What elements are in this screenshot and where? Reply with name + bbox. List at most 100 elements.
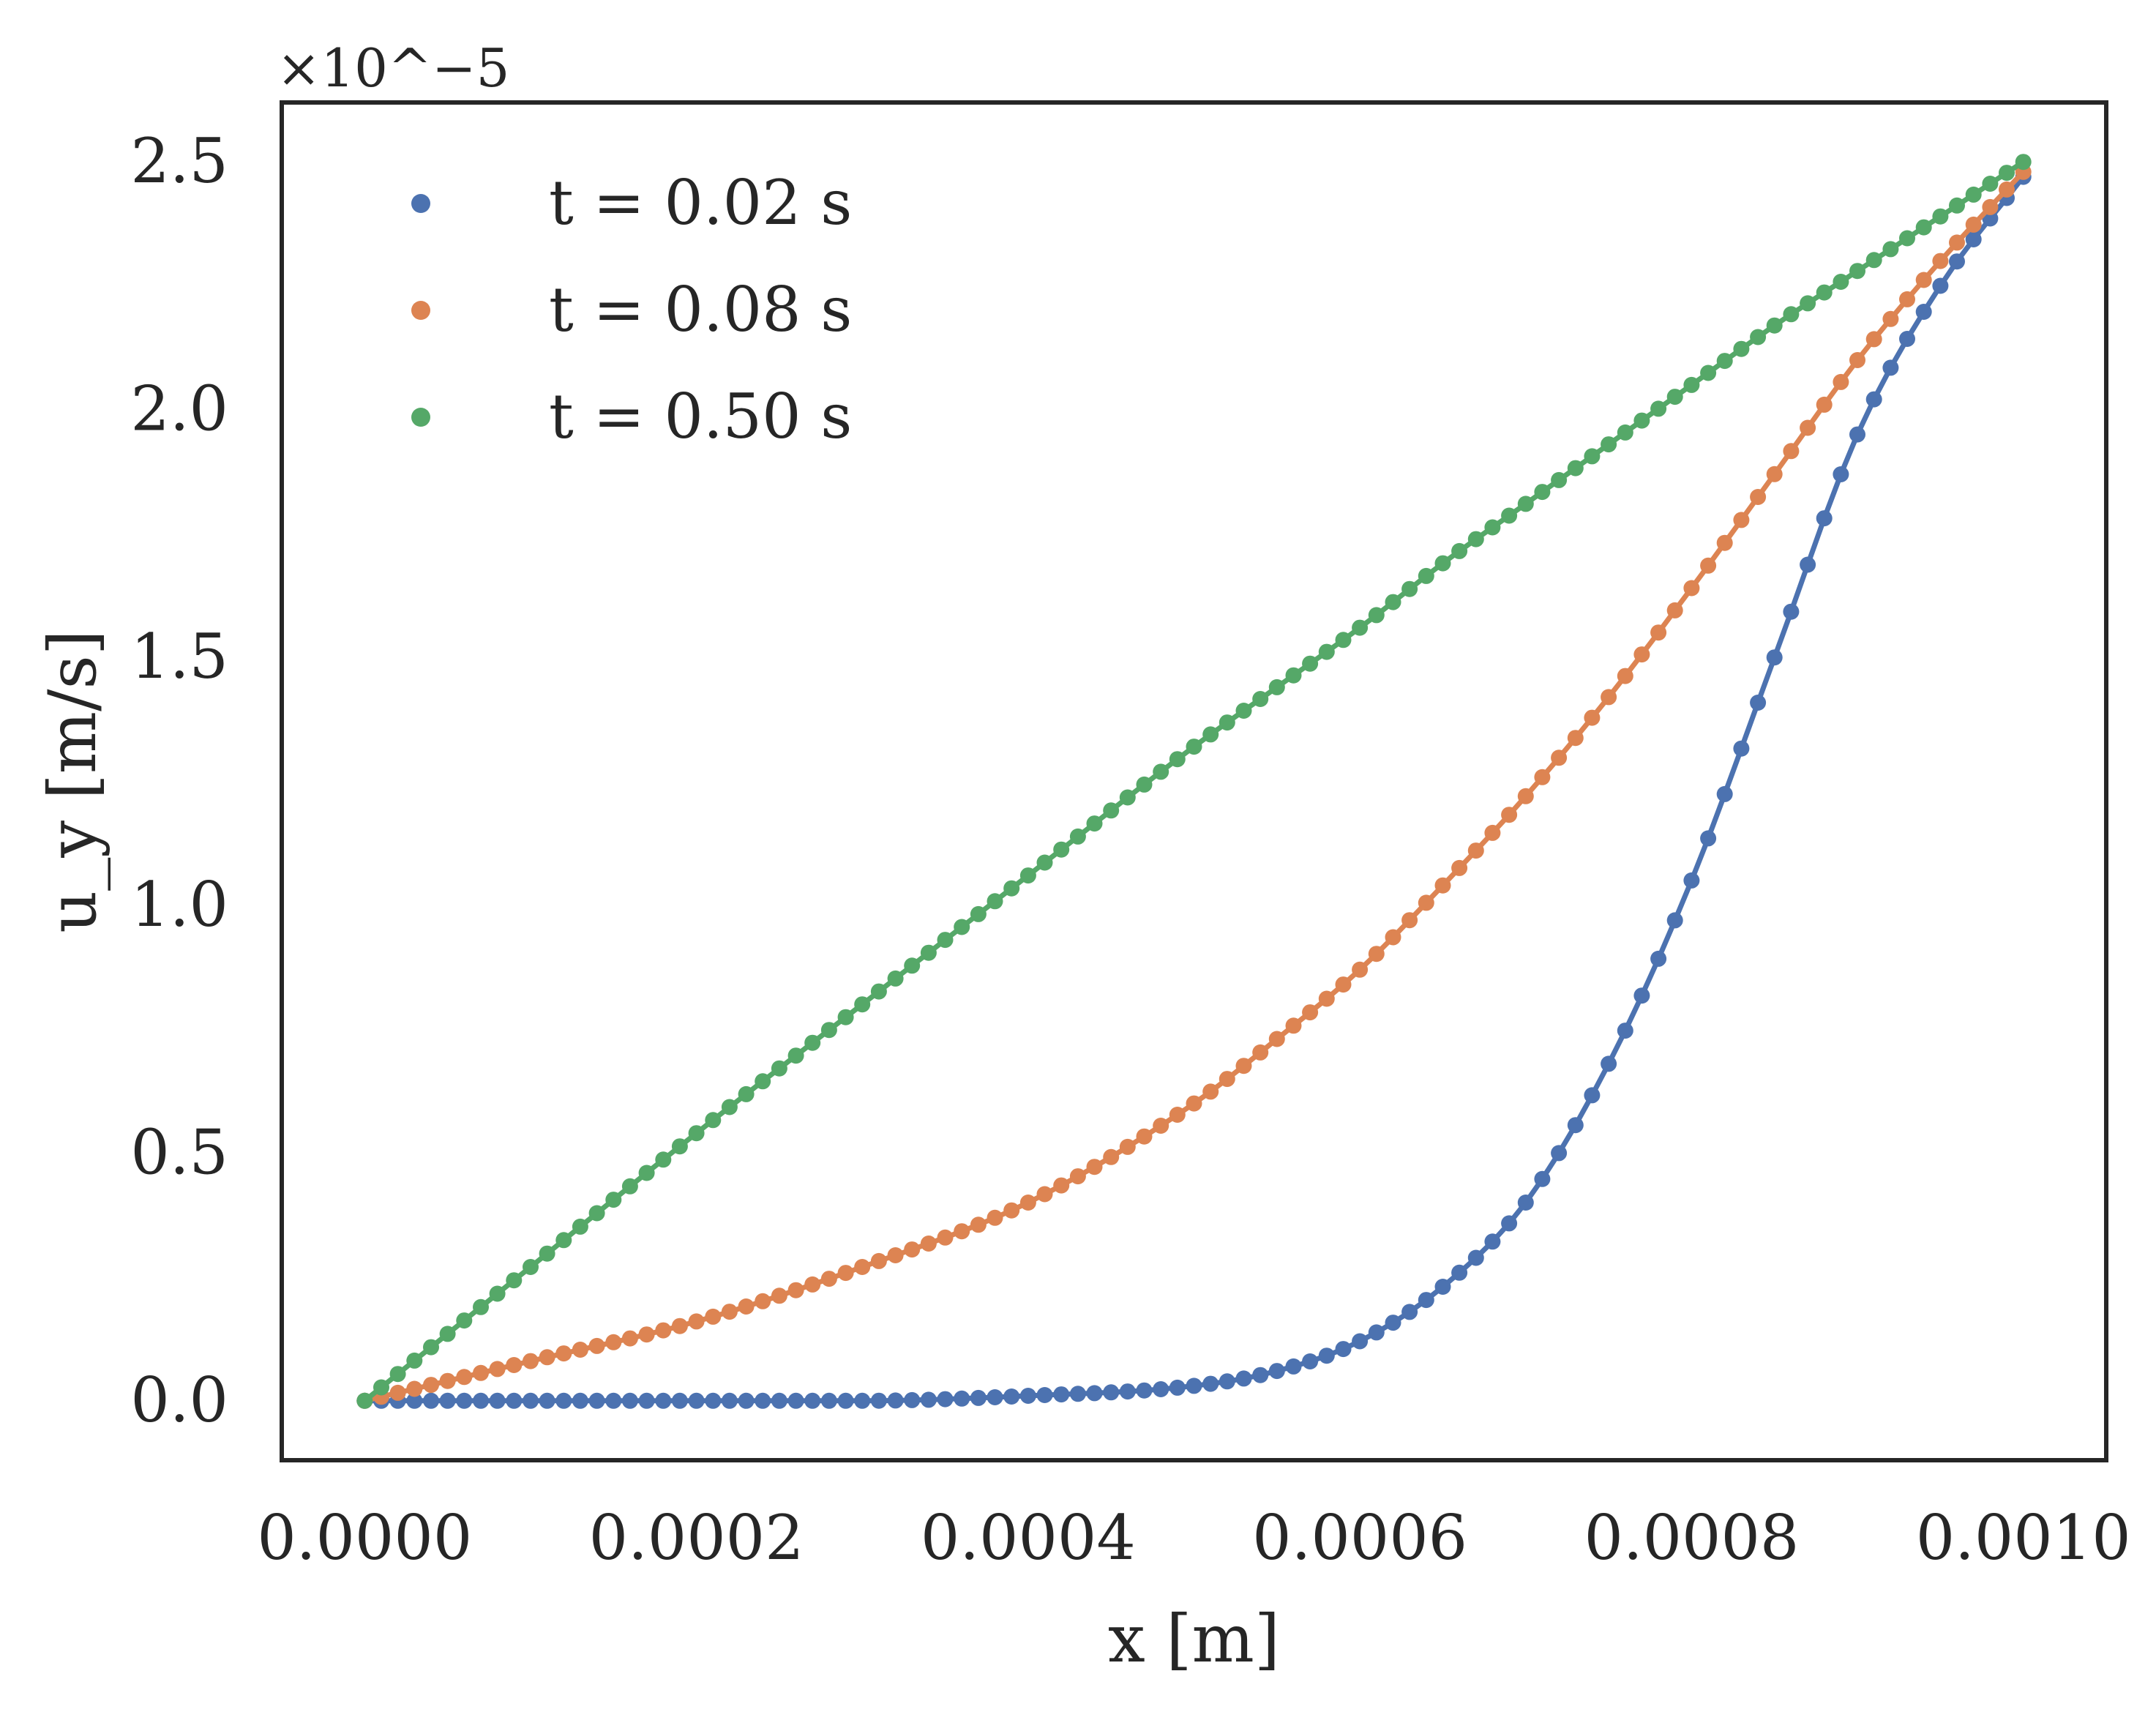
data-point [671, 1138, 688, 1155]
data-point [1451, 1264, 1468, 1281]
data-point [1849, 426, 1865, 443]
data-point [1567, 460, 1584, 476]
data-point [1534, 484, 1551, 501]
data-point [1915, 272, 1932, 288]
data-point [1385, 594, 1401, 610]
data-point [1368, 946, 1385, 962]
data-point [1434, 1279, 1451, 1295]
x-tick-label: 0.0002 [589, 1502, 804, 1574]
data-point [1268, 1363, 1285, 1380]
data-point [1434, 555, 1451, 572]
data-point [920, 1236, 937, 1252]
data-point [1053, 841, 1070, 858]
data-point [523, 1392, 539, 1409]
series-line [364, 170, 2026, 1404]
data-point [373, 1379, 389, 1396]
data-point [1169, 751, 1186, 768]
data-point [970, 905, 987, 922]
data-point [1484, 519, 1501, 536]
data-point [1650, 624, 1667, 641]
data-point [738, 1392, 755, 1409]
data-point [870, 1252, 887, 1269]
data-point [1849, 263, 1865, 280]
data-point [837, 1009, 854, 1025]
data-point [787, 1282, 804, 1298]
data-point [1999, 165, 2015, 182]
data-point [755, 1392, 771, 1409]
data-point [588, 1337, 605, 1354]
data-point [937, 1229, 954, 1246]
data-point [1501, 807, 1518, 823]
data-point [721, 1392, 738, 1409]
data-point [1119, 1383, 1136, 1400]
data-point [1401, 580, 1418, 597]
data-point [523, 1259, 539, 1275]
data-point [1302, 1004, 1319, 1021]
legend: t = 0.02 s t = 0.08 s t = 0.50 s [411, 167, 852, 452]
series-group-item [356, 168, 2032, 1409]
data-point [1003, 880, 1020, 897]
data-point [1584, 448, 1601, 465]
data-point [1750, 329, 1767, 345]
y-tick-label: 1.0 [130, 869, 228, 941]
legend-label: t = 0.50 s [549, 381, 852, 452]
plot-frame [280, 100, 2108, 1462]
data-point [456, 1312, 473, 1329]
data-point [738, 1085, 755, 1102]
data-point [638, 1326, 655, 1343]
y-axis-label: u_y [m/s] [34, 629, 111, 933]
data-point [621, 1330, 638, 1347]
data-point [1551, 471, 1568, 488]
data-point [1036, 1387, 1053, 1403]
data-point [1816, 284, 1833, 301]
data-point [389, 1366, 406, 1383]
data-point [1335, 976, 1352, 993]
data-point [1551, 1145, 1568, 1162]
data-point [1418, 894, 1434, 911]
data-point [1766, 466, 1783, 482]
data-point [1833, 373, 1849, 390]
data-point [1666, 602, 1683, 618]
data-point [1136, 1382, 1153, 1399]
data-point [406, 1380, 423, 1397]
data-point [356, 1392, 373, 1409]
data-point [1617, 1023, 1633, 1039]
data-point [1252, 691, 1269, 707]
data-point [1800, 556, 1816, 573]
data-point [423, 1377, 439, 1394]
data-point [1816, 510, 1833, 527]
data-point [1069, 1168, 1086, 1185]
data-point [621, 1178, 638, 1195]
x-tick-label: 0.0000 [257, 1502, 472, 1574]
data-point [638, 1392, 655, 1409]
data-point [1103, 1148, 1120, 1165]
data-point [1086, 1385, 1103, 1402]
data-point [1534, 1170, 1551, 1187]
data-point [787, 1047, 804, 1064]
data-point [1268, 1031, 1285, 1047]
data-point [1318, 643, 1335, 660]
data-point [1467, 531, 1484, 547]
data-point [870, 1392, 887, 1409]
data-point [1003, 1202, 1020, 1219]
data-point [1434, 877, 1451, 894]
data-point [1352, 961, 1369, 978]
data-point [1153, 1118, 1169, 1134]
data-point [588, 1392, 605, 1409]
data-point [771, 1287, 787, 1304]
data-point [1849, 352, 1865, 368]
data-point [655, 1392, 672, 1409]
data-point [987, 1389, 1003, 1405]
data-point [1517, 1195, 1534, 1211]
legend-marker [411, 408, 430, 427]
data-point [1965, 231, 1982, 247]
data-point [887, 1392, 904, 1409]
data-point [1932, 277, 1949, 294]
data-point [555, 1232, 572, 1249]
data-point [1119, 1138, 1136, 1155]
data-point [655, 1151, 672, 1168]
data-point [1368, 607, 1385, 624]
data-point [1517, 788, 1534, 804]
data-point [1965, 216, 1982, 233]
data-point [1534, 769, 1551, 785]
